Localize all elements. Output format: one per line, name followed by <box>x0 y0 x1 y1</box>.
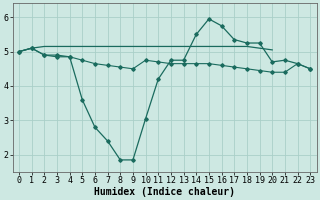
X-axis label: Humidex (Indice chaleur): Humidex (Indice chaleur) <box>94 186 235 197</box>
